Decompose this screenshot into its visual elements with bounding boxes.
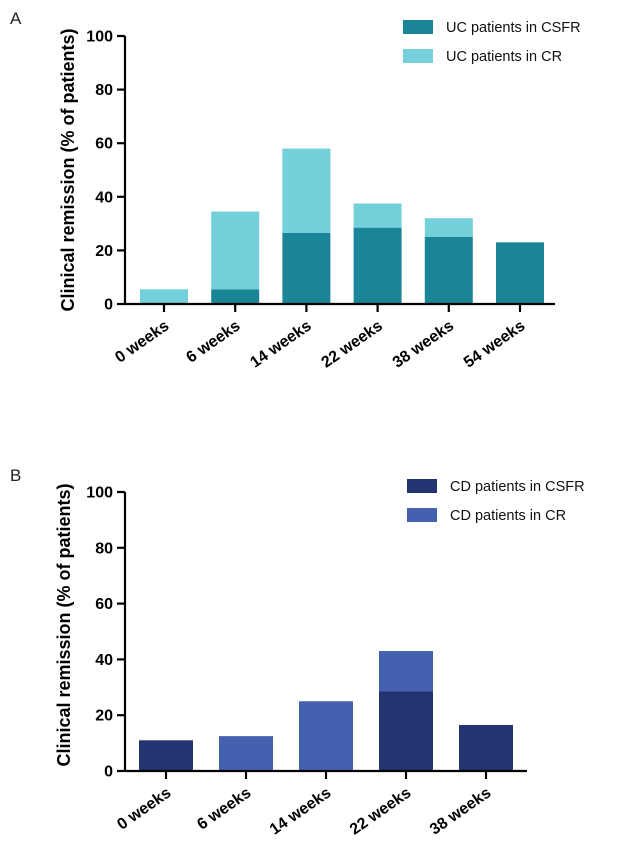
bars-b	[139, 651, 513, 771]
legend-b: CD patients in CSFR CD patients in CR	[407, 479, 585, 524]
bar-a-38-weeks-uc-patients-in-cr	[424, 218, 473, 237]
x-tick-label-b-14-weeks: 14 weeks	[267, 784, 334, 838]
y-tick-label-a-100: 100	[86, 29, 113, 46]
x-tick-label-a-38-weeks: 38 weeks	[390, 317, 457, 371]
y-axis-label-b: Clinical remission (% of patients)	[54, 483, 74, 766]
bars-a	[140, 148, 544, 304]
bar-a-54-weeks-uc-patients-in-csfr	[496, 242, 544, 304]
x-tick-label-a-54-weeks: 54 weeks	[461, 317, 528, 371]
y-tick-label-a-40: 40	[95, 189, 113, 206]
bar-a-6-weeks-uc-patients-in-csfr	[211, 289, 260, 304]
x-tick-label-a-0-weeks: 0 weeks	[112, 317, 172, 366]
y-tick-label-b-0: 0	[104, 764, 113, 781]
y-tick-label-b-100: 100	[86, 485, 113, 502]
legend-label-b-cd-patients-in-csfr: CD patients in CSFR	[450, 479, 585, 495]
bar-b-6-weeks-cd-patients-in-cr	[219, 736, 273, 771]
y-tick-label-b-80: 80	[95, 540, 113, 557]
bar-b-0-weeks-cd-patients-in-csfr	[139, 740, 193, 771]
y-tick-label-b-40: 40	[95, 652, 113, 669]
panel-a: A 0 20 40 60 80 100 0 weeks 6 weeks 14 weeks 22 we…	[10, 9, 581, 372]
legend-label-a-uc-patients-in-cr: UC patients in CR	[446, 49, 562, 65]
x-tick-label-a-6-weeks: 6 weeks	[183, 317, 243, 366]
legend-a: UC patients in CSFR UC patients in CR	[403, 20, 581, 65]
bar-a-14-weeks-uc-patients-in-csfr	[282, 232, 331, 304]
x-tick-label-a-14-weeks: 14 weeks	[247, 317, 314, 371]
legend-label-b-cd-patients-in-cr: CD patients in CR	[450, 508, 566, 524]
x-tick-label-b-38-weeks: 38 weeks	[427, 784, 494, 838]
bar-a-14-weeks-uc-patients-in-cr	[282, 148, 331, 233]
bar-a-38-weeks-uc-patients-in-csfr	[424, 237, 473, 304]
y-tick-label-a-60: 60	[95, 136, 113, 153]
bar-b-14-weeks-cd-patients-in-cr	[299, 701, 353, 771]
x-tick-label-b-0-weeks: 0 weeks	[114, 784, 174, 833]
bar-a-0-weeks-uc-patients-in-cr	[140, 289, 188, 304]
bar-b-22-weeks-cd-patients-in-cr	[379, 651, 433, 692]
y-tick-label-b-20: 20	[95, 708, 113, 725]
legend-swatch-a-uc-patients-in-csfr	[403, 20, 433, 34]
x-tick-label-b-6-weeks: 6 weeks	[194, 784, 254, 833]
bar-a-22-weeks-uc-patients-in-csfr	[353, 227, 402, 304]
panel-b: B 0 20 40 60 80 100 0 weeks 6 weeks 14 weeks 22 we…	[10, 466, 585, 839]
y-tick-label-a-20: 20	[95, 243, 113, 260]
y-tick-label-a-80: 80	[95, 82, 113, 99]
y-tick-label-b-60: 60	[95, 596, 113, 613]
bar-a-22-weeks-uc-patients-in-cr	[353, 203, 402, 228]
bar-a-6-weeks-uc-patients-in-cr	[211, 211, 260, 290]
y-axis-label-a: Clinical remission (% of patients)	[58, 28, 78, 311]
legend-swatch-a-uc-patients-in-cr	[403, 49, 433, 63]
panel-letter-b: B	[10, 466, 21, 485]
legend-swatch-b-cd-patients-in-csfr	[407, 479, 437, 493]
bar-b-38-weeks-cd-patients-in-csfr	[459, 724, 513, 771]
bar-b-22-weeks-cd-patients-in-csfr	[379, 691, 433, 771]
panel-letter-a: A	[10, 9, 22, 28]
legend-label-a-uc-patients-in-csfr: UC patients in CSFR	[446, 20, 581, 36]
y-tick-label-a-0: 0	[104, 297, 113, 314]
legend-swatch-b-cd-patients-in-cr	[407, 508, 437, 522]
x-tick-label-a-22-weeks: 22 weeks	[319, 317, 386, 371]
x-tick-label-b-22-weeks: 22 weeks	[347, 784, 414, 838]
